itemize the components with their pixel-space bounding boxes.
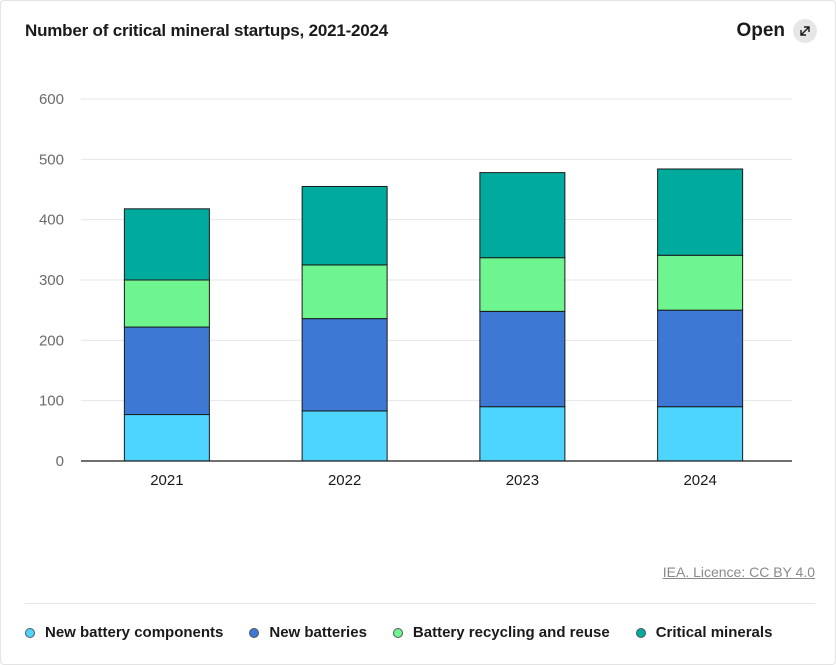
- bar-segment[interactable]: [301, 410, 388, 462]
- legend-swatch: [392, 627, 403, 638]
- bar-segment[interactable]: [301, 318, 388, 412]
- source-link[interactable]: IEA. Licence: CC BY 4.0: [662, 564, 815, 580]
- bars: [123, 168, 744, 462]
- legend-divider: [25, 603, 815, 604]
- bar-segment[interactable]: [123, 414, 210, 462]
- bar-segment[interactable]: [657, 254, 744, 311]
- legend-label: Battery recycling and reuse: [412, 624, 610, 641]
- y-tick-label: 300: [39, 272, 64, 289]
- expand-arrow-icon: [793, 19, 817, 43]
- open-button[interactable]: Open: [736, 19, 817, 43]
- bar-segment[interactable]: [123, 326, 210, 416]
- legend-swatch: [249, 627, 260, 638]
- legend-item[interactable]: New battery components: [25, 624, 223, 641]
- bar-segment[interactable]: [657, 168, 744, 256]
- legend-swatch: [635, 627, 646, 638]
- legend-item[interactable]: Battery recycling and reuse: [392, 624, 610, 641]
- bar-segment[interactable]: [301, 185, 388, 266]
- y-tick-label: 600: [39, 91, 64, 108]
- chart-title: Number of critical mineral startups, 202…: [25, 21, 389, 40]
- x-tick-label: 2022: [328, 472, 361, 489]
- legend-label: New battery components: [45, 624, 224, 641]
- open-button-label: Open: [736, 20, 785, 41]
- y-tick-label: 500: [39, 151, 64, 168]
- legend: New battery components New batteries Batte…: [25, 624, 798, 641]
- legend-label: Critical minerals: [655, 624, 773, 641]
- y-tick-label: 0: [56, 453, 64, 470]
- y-tick-label: 100: [39, 393, 64, 410]
- x-tick-label: 2023: [506, 472, 539, 489]
- stacked-bar-chart: 0 100 200 300 400 500 600 2021 2022 2023 2024: [39, 91, 792, 489]
- y-tick-label: 400: [39, 212, 64, 229]
- x-tick-label: 2021: [150, 472, 183, 489]
- legend-item[interactable]: Critical minerals: [635, 624, 773, 641]
- legend-label: New batteries: [269, 624, 367, 641]
- bar-segment[interactable]: [479, 172, 566, 259]
- bar-segment[interactable]: [479, 310, 566, 408]
- bar-segment[interactable]: [657, 309, 744, 408]
- y-tick-label: 200: [39, 332, 64, 349]
- bar-segment[interactable]: [123, 279, 210, 328]
- bar-segment[interactable]: [301, 264, 388, 320]
- legend-item[interactable]: New batteries: [249, 624, 367, 641]
- y-axis-ticks: 0 100 200 300 400 500 600: [39, 91, 64, 470]
- bar-segment[interactable]: [479, 406, 566, 462]
- legend-swatch: [25, 627, 35, 638]
- x-axis-ticks: 2021 2022 2023 2024: [150, 472, 717, 489]
- bar-segment[interactable]: [479, 257, 566, 312]
- x-tick-label: 2024: [683, 472, 716, 489]
- bar-segment[interactable]: [657, 406, 744, 462]
- bar-segment[interactable]: [123, 208, 210, 281]
